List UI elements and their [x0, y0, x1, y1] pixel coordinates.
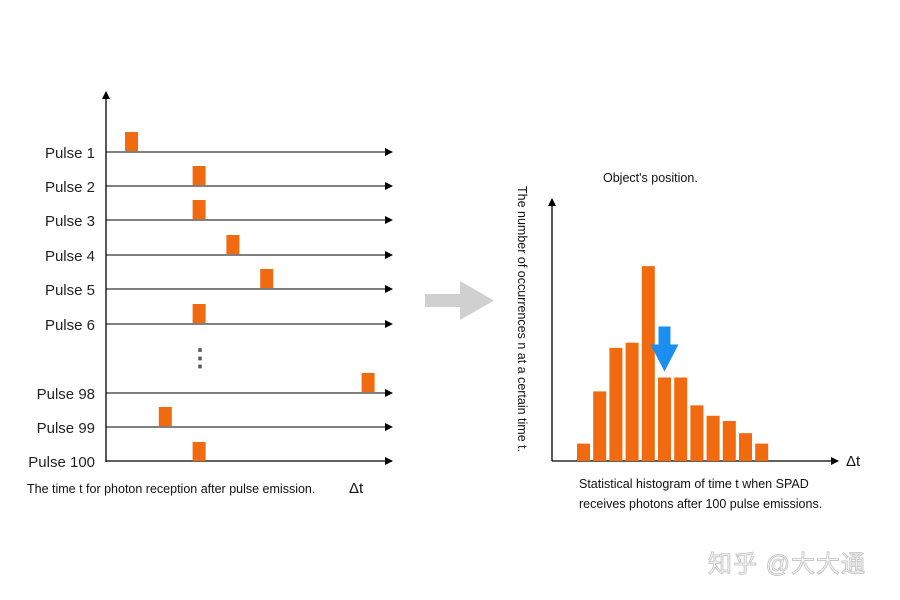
histogram-chart: Δt The number of occurrences n at a cert… — [515, 171, 861, 511]
histogram-delta-t-label: Δt — [846, 453, 861, 470]
histogram-bar-7 — [674, 377, 688, 461]
histogram-bar-1 — [577, 443, 590, 461]
pulse-100-label: Pulse 100 — [28, 454, 95, 471]
histogram-caption-line-1: Statistical histogram of time t when SPA… — [579, 477, 809, 491]
pulse-3-label: Pulse 3 — [45, 213, 95, 230]
pulse-2-label: Pulse 2 — [45, 179, 95, 196]
left-caption: The time t for photon reception after pu… — [27, 482, 315, 496]
histogram-bar-10 — [722, 420, 736, 461]
histogram-caption-line-2: receives photons after 100 pulse emissio… — [579, 497, 822, 511]
pulse-5-label: Pulse 5 — [45, 282, 95, 299]
pulse-5-photon-mark — [260, 269, 274, 288]
histogram-bar-12 — [755, 443, 769, 461]
histogram-bar-3 — [609, 347, 623, 461]
pulse-1-photon-mark — [125, 132, 138, 151]
histogram-bar-4 — [625, 342, 639, 461]
watermark-text: 知乎 @大大通 — [708, 551, 866, 578]
ellipsis-mark: ⋮ — [188, 345, 212, 372]
pulse-1-label: Pulse 1 — [45, 145, 95, 162]
transition-arrow — [425, 281, 494, 320]
left-delta-t-label: Δt — [349, 480, 364, 497]
pulse-6-photon-mark — [192, 304, 206, 323]
pulse-99-label: Pulse 99 — [37, 420, 95, 437]
histogram-bar-5 — [641, 266, 655, 461]
histogram-bar-2 — [593, 391, 607, 461]
pulse-2-photon-mark — [192, 166, 206, 185]
pulse-99-photon-mark — [158, 407, 172, 426]
pulse-timing-chart: Pulse 1 Pulse 2 Pulse 3 Pulse 4 Pulse 5 Pulse… — [27, 91, 393, 497]
pulse-98-photon-mark — [361, 373, 375, 392]
pulse-98-label: Pulse 98 — [37, 386, 95, 403]
histogram-bar-8 — [690, 405, 704, 461]
histogram-bar-11 — [739, 433, 752, 461]
pulse-6-label: Pulse 6 — [45, 317, 95, 334]
pulse-4-label: Pulse 4 — [45, 248, 95, 265]
histogram-y-label: The number of occurrences n at a certain… — [515, 186, 529, 452]
pulse-100-photon-mark — [192, 442, 206, 461]
pulse-4-photon-mark — [226, 235, 240, 254]
pulse-3-photon-mark — [192, 200, 206, 219]
object-position-annotation: Object's position. — [603, 171, 698, 185]
histogram-bar-9 — [706, 415, 720, 461]
histogram-bar-6 — [658, 377, 671, 461]
object-position-arrow-icon — [650, 326, 679, 372]
